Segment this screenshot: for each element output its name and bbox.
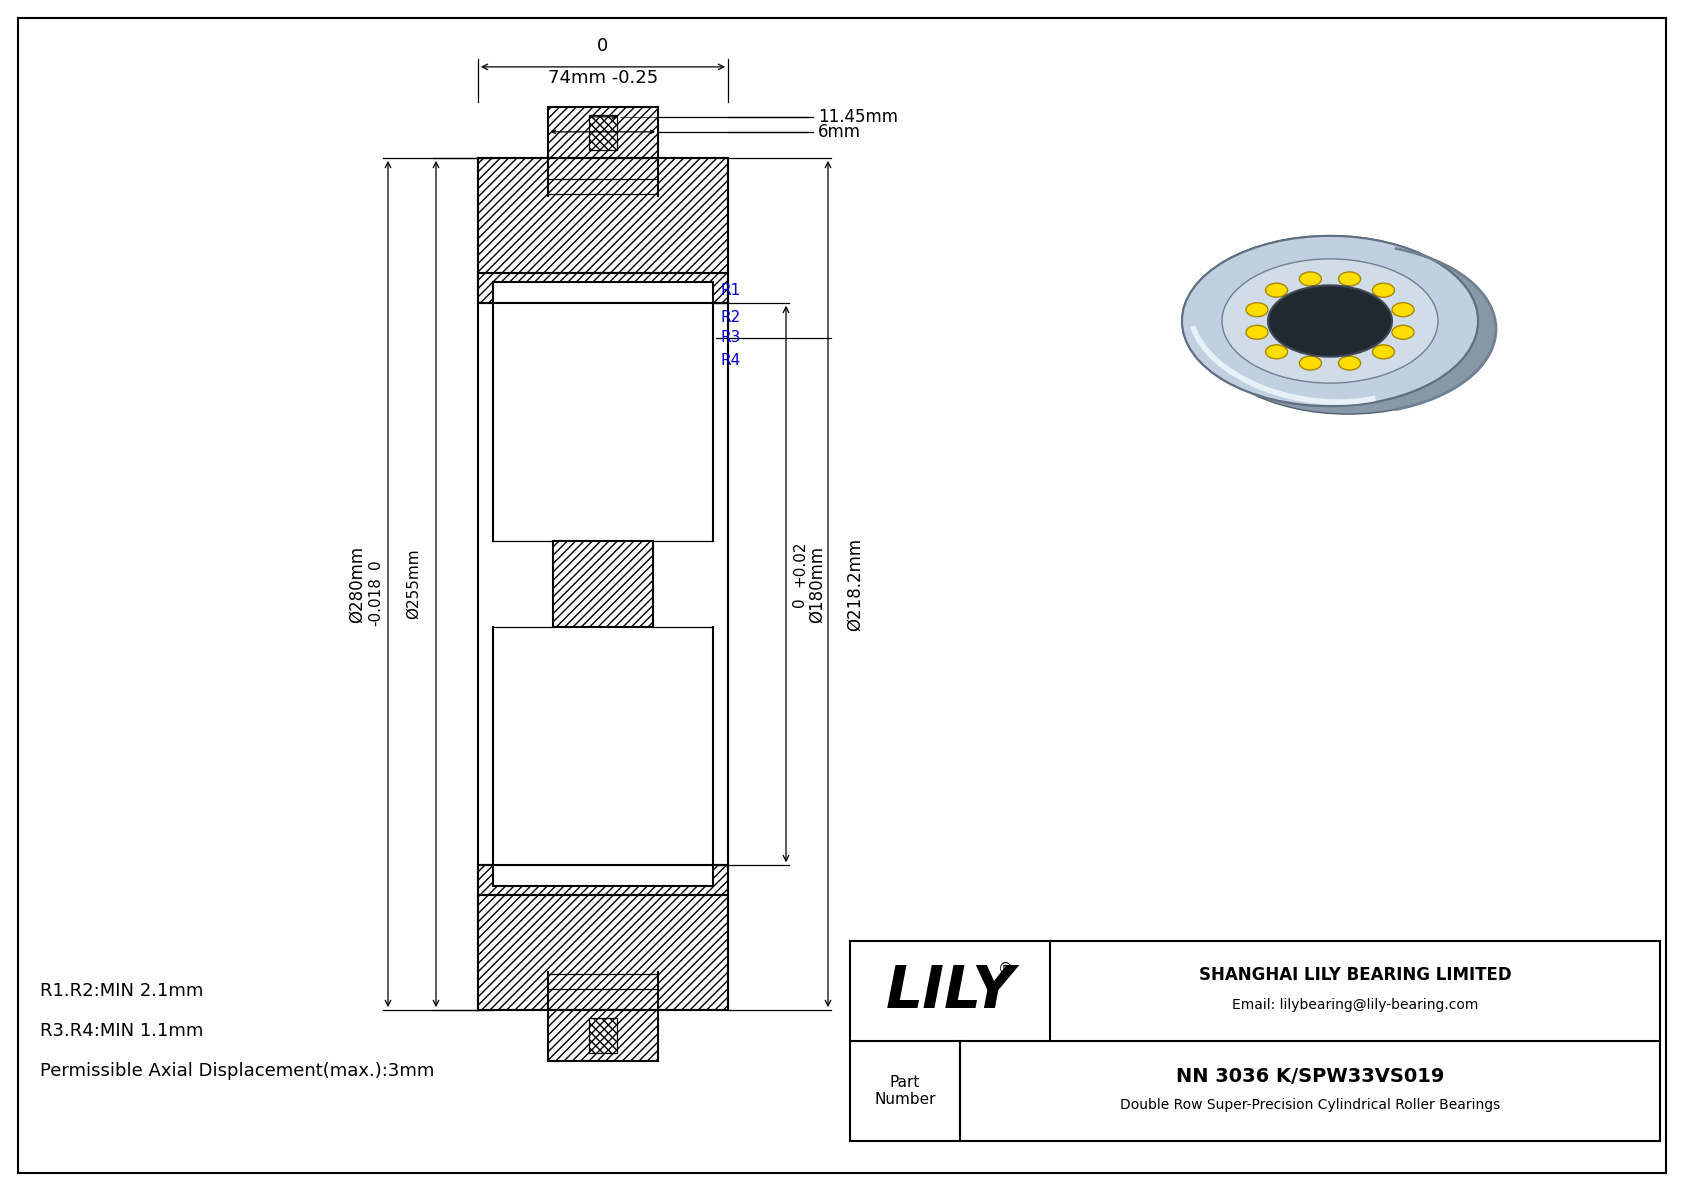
Ellipse shape	[1300, 356, 1322, 370]
Text: Part
Number: Part Number	[874, 1074, 936, 1108]
Text: 11.45mm: 11.45mm	[818, 108, 898, 126]
Ellipse shape	[1300, 272, 1322, 286]
Ellipse shape	[1372, 283, 1394, 298]
Ellipse shape	[1266, 345, 1288, 358]
Text: R2: R2	[721, 311, 741, 325]
Text: Double Row Super-Precision Cylindrical Roller Bearings: Double Row Super-Precision Cylindrical R…	[1120, 1098, 1500, 1112]
Text: Permissible Axial Displacement(max.):3mm: Permissible Axial Displacement(max.):3mm	[40, 1062, 434, 1080]
Text: NN 3036 K/SPW33VS019: NN 3036 K/SPW33VS019	[1175, 1067, 1445, 1086]
Ellipse shape	[1223, 258, 1438, 384]
Text: Ø255mm: Ø255mm	[406, 549, 421, 619]
Text: R4: R4	[721, 354, 741, 368]
Text: 0: 0	[369, 560, 382, 569]
Text: SHANGHAI LILY BEARING LIMITED: SHANGHAI LILY BEARING LIMITED	[1199, 966, 1511, 984]
Ellipse shape	[1246, 303, 1268, 317]
Ellipse shape	[1201, 244, 1495, 414]
Text: R1.R2:MIN 2.1mm: R1.R2:MIN 2.1mm	[40, 983, 204, 1000]
Ellipse shape	[1182, 236, 1479, 406]
Ellipse shape	[1393, 325, 1415, 339]
Ellipse shape	[1268, 286, 1393, 356]
Ellipse shape	[1246, 325, 1268, 339]
Text: R3.R4:MIN 1.1mm: R3.R4:MIN 1.1mm	[40, 1022, 204, 1040]
Ellipse shape	[1393, 303, 1415, 317]
Text: LILY: LILY	[886, 962, 1015, 1019]
Text: +0.02: +0.02	[791, 541, 807, 587]
Ellipse shape	[1372, 345, 1394, 358]
Ellipse shape	[1339, 356, 1361, 370]
Text: R1: R1	[721, 283, 741, 298]
Ellipse shape	[1182, 236, 1479, 406]
Text: Ø180mm: Ø180mm	[808, 545, 825, 623]
Text: 74mm -0.25: 74mm -0.25	[547, 69, 658, 87]
Text: Ø280mm: Ø280mm	[349, 545, 365, 623]
Text: 0: 0	[598, 37, 608, 55]
Ellipse shape	[1266, 283, 1288, 298]
Text: Email: lilybearing@lily-bearing.com: Email: lilybearing@lily-bearing.com	[1231, 998, 1479, 1012]
Text: ®: ®	[997, 961, 1012, 977]
Ellipse shape	[1339, 272, 1361, 286]
Text: 0: 0	[791, 597, 807, 606]
Text: 6mm: 6mm	[818, 123, 861, 141]
Text: -0.018: -0.018	[369, 578, 382, 626]
Text: Ø218.2mm: Ø218.2mm	[845, 537, 864, 630]
Text: R3: R3	[721, 330, 741, 345]
